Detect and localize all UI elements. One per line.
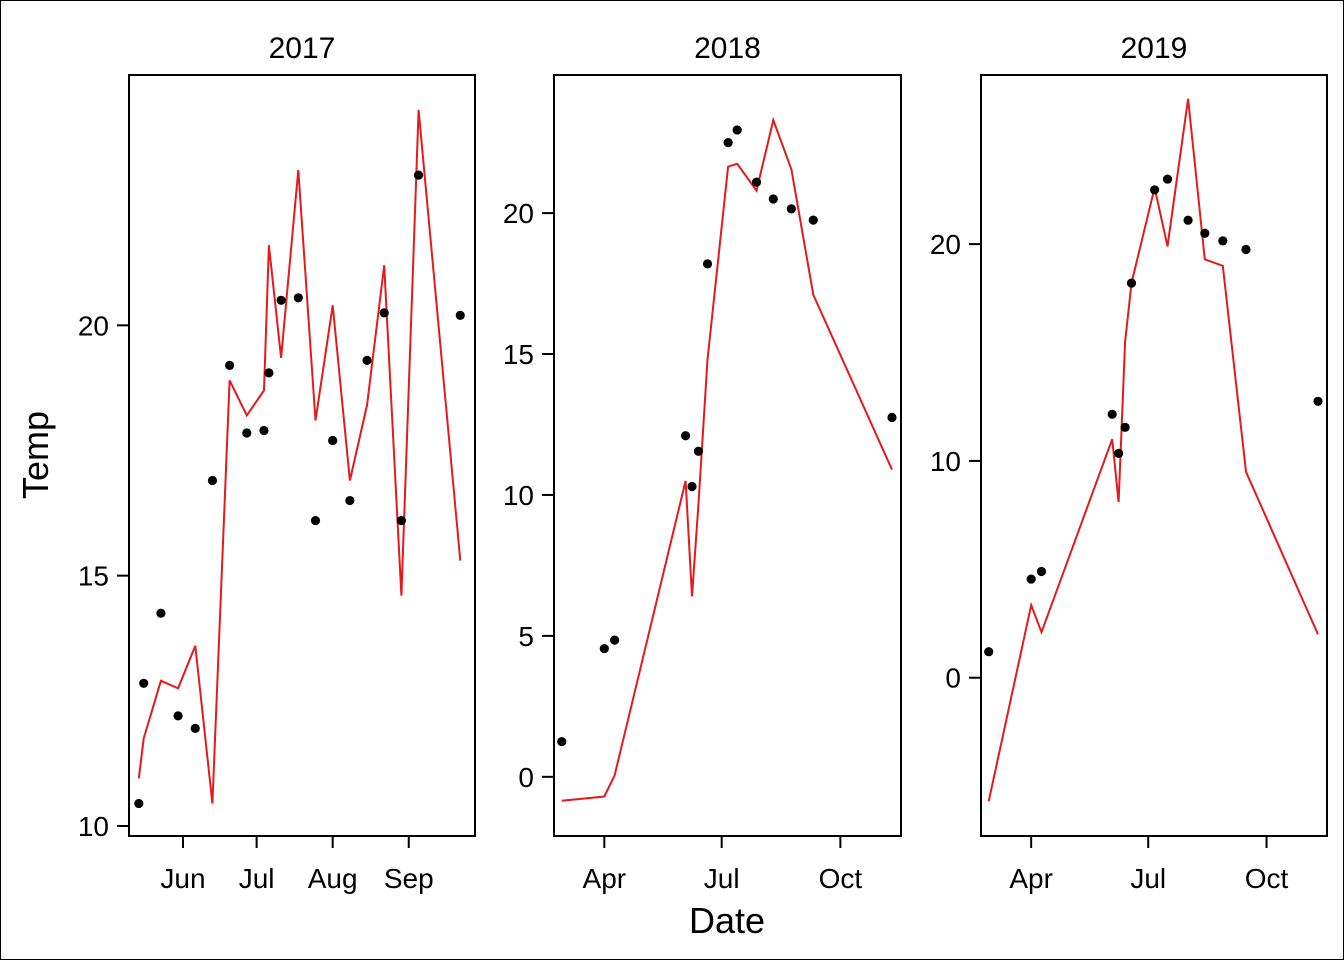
- observed-point: [1200, 228, 1210, 238]
- observed-point: [156, 608, 166, 618]
- panel-title: 2019: [1121, 32, 1188, 65]
- x-tick-label: Oct: [1245, 863, 1289, 894]
- observed-point: [259, 425, 269, 436]
- x-axis-label: Date: [689, 900, 765, 941]
- panel-2017: 2017 10 15 20 Jun Jul Aug Sep: [78, 32, 476, 894]
- observed-point: [379, 308, 389, 318]
- x-tick-label: Jul: [239, 863, 275, 894]
- y-tick-label: 20: [503, 198, 534, 229]
- fitted-line: [987, 98, 1319, 802]
- observed-point: [1026, 574, 1036, 584]
- observed-point: [693, 446, 704, 456]
- fitted-line: [137, 109, 462, 804]
- observed-point: [242, 428, 252, 438]
- observed-point: [1162, 174, 1173, 184]
- panel-2018: 2018 0 5 10 15 20 Apr Jul Oct: [503, 32, 902, 894]
- y-tick-label: 0: [518, 762, 534, 793]
- observed-point: [808, 215, 818, 225]
- observed-point: [599, 643, 609, 654]
- observed-point: [134, 798, 144, 809]
- observed-point: [687, 481, 697, 492]
- y-tick-label: 15: [78, 561, 109, 592]
- observed-point: [680, 431, 691, 441]
- observed-point: [362, 355, 372, 365]
- observed-point: [768, 194, 778, 204]
- observed-point: [225, 360, 235, 370]
- observed-point: [345, 495, 355, 506]
- observed-point: [455, 310, 465, 320]
- observed-point: [139, 678, 149, 688]
- observed-point: [1241, 244, 1251, 255]
- panel-border: [980, 74, 1328, 837]
- observed-point: [276, 295, 286, 305]
- panel-border: [128, 74, 476, 837]
- observed-point: [328, 435, 338, 446]
- panel-title: 2017: [269, 32, 336, 65]
- y-tick-label: 5: [518, 621, 534, 652]
- observed-point: [786, 204, 796, 214]
- observed-point: [310, 515, 321, 526]
- observed-point: [1107, 409, 1117, 419]
- y-axis-label: Temp: [15, 411, 56, 499]
- panels: 2017 10 15 20 Jun Jul Aug Sep 2018 0 5 10 15 20 Apr Jul…: [78, 32, 1328, 894]
- observed-point: [1126, 278, 1137, 288]
- observed-point: [190, 723, 200, 733]
- observed-point: [1120, 422, 1130, 432]
- observed-point: [887, 412, 897, 423]
- x-tick-label: Oct: [819, 863, 863, 894]
- observed-point: [207, 475, 218, 486]
- observed-point: [293, 293, 303, 303]
- observed-point: [732, 125, 742, 135]
- y-tick-label: 20: [78, 310, 109, 341]
- panel-2019: 2019 0 10 20 Apr Jul Oct: [930, 32, 1328, 894]
- x-tick-label: Apr: [583, 863, 627, 894]
- y-tick-label: 20: [930, 229, 961, 260]
- panel-border: [553, 74, 902, 837]
- observed-point: [396, 515, 406, 526]
- observed-point: [723, 138, 733, 148]
- panel-title: 2018: [694, 32, 761, 65]
- x-tick-label: Jul: [1130, 863, 1166, 894]
- observed-point: [264, 368, 274, 378]
- observed-point: [610, 635, 620, 645]
- x-tick-label: Apr: [1009, 863, 1053, 894]
- y-tick-label: 10: [503, 480, 534, 511]
- y-tick-label: 10: [78, 811, 109, 842]
- observed-point: [173, 711, 183, 721]
- observed-point: [1183, 215, 1193, 225]
- observed-point: [751, 177, 762, 187]
- observed-point: [1036, 566, 1047, 577]
- fitted-line: [561, 116, 893, 802]
- y-tick-label: 0: [945, 663, 961, 694]
- observed-point: [984, 647, 994, 657]
- observed-point: [1313, 396, 1323, 406]
- x-tick-label: Aug: [308, 863, 358, 894]
- y-tick-label: 15: [503, 339, 534, 370]
- x-tick-label: Jul: [704, 863, 740, 894]
- observed-point: [413, 170, 424, 180]
- y-tick-label: 10: [930, 446, 961, 477]
- x-tick-label: Sep: [384, 863, 434, 894]
- observed-point: [1218, 236, 1228, 246]
- observed-point: [557, 736, 567, 747]
- observed-point: [702, 259, 713, 269]
- x-tick-label: Jun: [160, 863, 205, 894]
- observed-point: [1150, 185, 1160, 195]
- observed-point: [1114, 448, 1124, 458]
